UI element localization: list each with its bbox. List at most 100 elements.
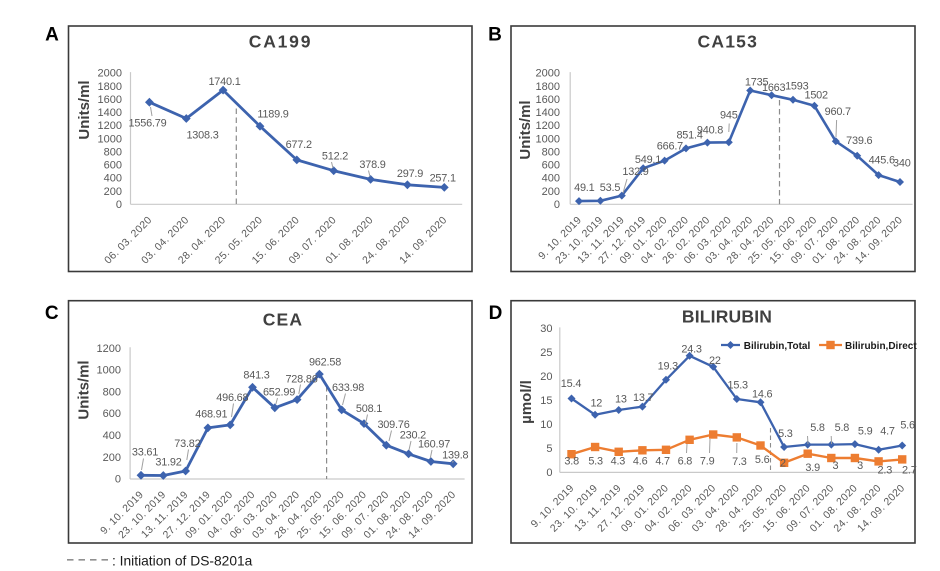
svg-text:5.8: 5.8	[835, 422, 850, 434]
svg-text:851.4: 851.4	[676, 130, 702, 142]
svg-text:C: C	[45, 303, 59, 324]
svg-text:960.7: 960.7	[825, 106, 851, 118]
svg-text:1735: 1735	[745, 77, 769, 89]
svg-text:841.3: 841.3	[243, 370, 269, 382]
svg-text:508.1: 508.1	[356, 403, 382, 415]
svg-text:1663: 1663	[762, 82, 786, 94]
svg-text:1200: 1200	[97, 343, 121, 355]
svg-text:400: 400	[104, 173, 122, 185]
svg-text:1593: 1593	[785, 80, 809, 92]
svg-text:652.99: 652.99	[263, 387, 295, 399]
svg-text:633.98: 633.98	[332, 382, 364, 394]
svg-text:5.8: 5.8	[810, 422, 825, 434]
svg-text:1200: 1200	[98, 120, 122, 132]
svg-text:200: 200	[104, 186, 122, 198]
svg-text:30: 30	[540, 323, 552, 335]
svg-text:0: 0	[116, 199, 122, 211]
svg-text:139.8: 139.8	[442, 450, 468, 462]
svg-text:666.7: 666.7	[657, 141, 683, 153]
svg-text:1189.9: 1189.9	[257, 109, 288, 121]
svg-text:25: 25	[540, 347, 552, 359]
svg-text:160.97: 160.97	[418, 439, 450, 451]
svg-text:2.3: 2.3	[878, 465, 893, 477]
svg-text:3.9: 3.9	[805, 462, 820, 474]
svg-text:24.3: 24.3	[681, 343, 702, 355]
svg-text:1400: 1400	[536, 107, 560, 119]
svg-text:7.9: 7.9	[700, 456, 715, 468]
svg-text:CA153: CA153	[698, 32, 758, 52]
svg-text:340: 340	[893, 158, 911, 170]
svg-text:1800: 1800	[536, 81, 560, 93]
svg-text:230.2: 230.2	[400, 429, 426, 441]
svg-text:600: 600	[104, 160, 122, 172]
svg-text:Bilirubin,Total: Bilirubin,Total	[744, 341, 811, 352]
svg-text:1000: 1000	[98, 133, 122, 145]
svg-text:2.7: 2.7	[902, 465, 917, 477]
svg-text:1600: 1600	[536, 94, 560, 106]
svg-text:D: D	[489, 303, 503, 324]
svg-text:0: 0	[546, 467, 552, 479]
svg-text:22: 22	[709, 355, 721, 367]
svg-text:1800: 1800	[98, 81, 122, 93]
svg-text:5.3: 5.3	[588, 456, 603, 468]
svg-text:4.7: 4.7	[655, 456, 670, 468]
svg-text:400: 400	[103, 430, 121, 442]
svg-text:496.68: 496.68	[216, 392, 248, 404]
svg-text:7.3: 7.3	[732, 456, 747, 468]
svg-text:1308.3: 1308.3	[186, 130, 218, 142]
svg-text:19.3: 19.3	[658, 360, 679, 372]
svg-text:14.6: 14.6	[752, 388, 773, 400]
svg-text:600: 600	[542, 160, 560, 172]
svg-text:200: 200	[542, 186, 560, 198]
svg-text:549.1: 549.1	[635, 154, 661, 166]
svg-text:73.82: 73.82	[174, 438, 200, 450]
svg-text:945: 945	[720, 110, 738, 122]
svg-text:15.3: 15.3	[727, 380, 748, 392]
svg-text:12: 12	[590, 398, 602, 410]
svg-text:4.7: 4.7	[880, 426, 895, 438]
svg-text:0: 0	[115, 474, 121, 486]
svg-text:445.6: 445.6	[869, 154, 895, 166]
svg-text:400: 400	[542, 173, 560, 185]
svg-text:962.58: 962.58	[309, 357, 341, 369]
svg-text:53.5: 53.5	[600, 182, 621, 194]
svg-text:257.1: 257.1	[430, 173, 456, 185]
svg-text:600: 600	[103, 408, 121, 420]
svg-text:5.3: 5.3	[778, 428, 793, 440]
svg-text:2000: 2000	[98, 68, 122, 80]
svg-text:2000: 2000	[536, 68, 560, 80]
svg-text:1740.1: 1740.1	[208, 76, 240, 88]
svg-text:378.9: 378.9	[359, 159, 385, 171]
svg-text:Units/ml: Units/ml	[517, 100, 534, 159]
svg-text:5.6: 5.6	[900, 420, 915, 432]
svg-text:13: 13	[615, 394, 627, 406]
svg-text:CEA: CEA	[263, 310, 304, 330]
svg-text:6.8: 6.8	[678, 456, 693, 468]
svg-text:1000: 1000	[536, 133, 560, 145]
svg-text:800: 800	[103, 386, 121, 398]
svg-text:0: 0	[554, 199, 560, 211]
svg-text:4.6: 4.6	[633, 456, 648, 468]
svg-text:2: 2	[780, 458, 786, 470]
svg-text:A: A	[45, 25, 59, 46]
svg-text:5: 5	[546, 443, 552, 455]
svg-text:3: 3	[832, 460, 838, 472]
svg-text:5.9: 5.9	[858, 426, 873, 438]
svg-text:15: 15	[540, 395, 552, 407]
svg-text:33.61: 33.61	[132, 447, 158, 459]
svg-text:297.9: 297.9	[397, 168, 423, 180]
svg-text:15.4: 15.4	[561, 378, 582, 390]
svg-text:1556.79: 1556.79	[129, 118, 167, 130]
svg-text:Units/ml: Units/ml	[76, 80, 93, 139]
svg-text:800: 800	[104, 146, 122, 158]
svg-text:677.2: 677.2	[286, 139, 312, 151]
svg-text:468.91: 468.91	[195, 409, 227, 421]
svg-text:20: 20	[540, 371, 552, 383]
svg-text:B: B	[488, 25, 502, 46]
svg-text:Units/ml: Units/ml	[75, 360, 92, 419]
svg-text:4.3: 4.3	[611, 456, 626, 468]
svg-text:3.8: 3.8	[564, 456, 579, 468]
svg-text:739.6: 739.6	[846, 135, 872, 147]
svg-text:10: 10	[540, 419, 552, 431]
svg-text:13.7: 13.7	[633, 392, 654, 404]
